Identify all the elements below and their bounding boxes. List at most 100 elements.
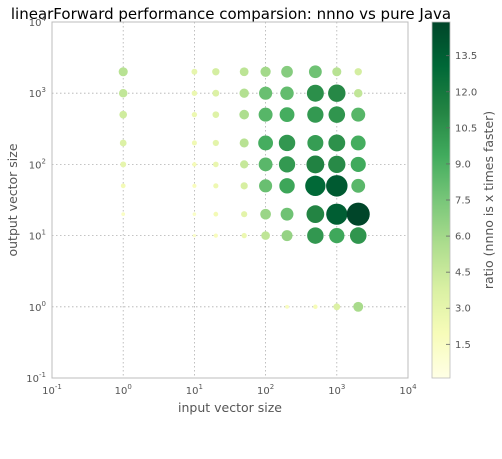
scatter-point (279, 178, 295, 194)
x-tick-label: 101 (186, 383, 203, 397)
scatter-point (192, 162, 197, 167)
scatter-point (350, 135, 366, 151)
scatter-point (306, 205, 325, 224)
scatter-point (192, 233, 197, 238)
scatter-point (240, 160, 249, 169)
colorbar-ticks: 1.5 3.0 4.5 6.0 7.5 9.0 10.5 12.0 13.5 (446, 51, 477, 351)
scatter-point (313, 304, 318, 310)
scatter-point (351, 178, 366, 193)
scatter-point (351, 107, 366, 122)
scatter-point (350, 156, 366, 172)
scatter-point (307, 134, 324, 151)
scatter-point (258, 107, 273, 122)
y-tick-label: 101 (29, 229, 46, 243)
y-tick-label: 10-1 (26, 371, 46, 385)
scatter-point (280, 86, 294, 100)
scatter-point (326, 203, 348, 225)
y-tick-label: 104 (29, 15, 47, 29)
scatter-point (260, 66, 271, 77)
scatter-point (213, 183, 219, 189)
scatter-point (118, 88, 128, 98)
scatter-point (191, 140, 197, 146)
colorbar-label: ratio (nnno is x times faster) (481, 111, 496, 289)
scatter-point (240, 182, 248, 190)
x-tick-label: 10-1 (42, 383, 62, 397)
colorbar-tick-label: 12.0 (455, 87, 477, 98)
scatter-point (259, 86, 273, 100)
y-tick-label: 103 (29, 86, 46, 100)
x-tick-label: 104 (399, 383, 417, 397)
colorbar-tick-label: 3.0 (455, 304, 471, 315)
scatter-point (281, 230, 293, 242)
scatter-point (212, 68, 220, 76)
scatter-point (326, 175, 348, 197)
scatter-point (119, 139, 127, 147)
scatter-point (212, 139, 219, 147)
scatter-point (306, 155, 325, 174)
colorbar-tick-label: 10.5 (455, 123, 477, 134)
x-tick-label: 100 (115, 383, 132, 397)
scatter-point (191, 111, 198, 118)
scatter-point (328, 106, 346, 123)
scatter-point (121, 212, 126, 217)
scatter-point (241, 211, 248, 218)
plot-frame (51, 21, 409, 379)
scatter-point (308, 65, 322, 79)
x-tick-label: 103 (328, 383, 345, 397)
scatter-point (346, 202, 370, 226)
scatter-point (120, 161, 127, 168)
scatter-point (118, 67, 128, 77)
scatter-point (328, 155, 346, 174)
colorbar: 1.5 3.0 4.5 6.0 7.5 9.0 10.5 12.0 13.5 ratio (nn… (431, 21, 496, 379)
scatter-point (278, 134, 296, 152)
scatter-point (278, 156, 296, 173)
scatter-point (328, 84, 346, 102)
points-layer (118, 65, 370, 312)
y-axis-label: output vector size (5, 143, 20, 256)
scatter-point (213, 161, 219, 168)
grid-layer (51, 21, 409, 379)
scatter-point (353, 88, 363, 98)
scatter-point (354, 68, 362, 76)
scatter-point (329, 227, 345, 244)
scatter-point (259, 179, 273, 193)
y-tick-labels: 10-1 100 101 102 103 104 (26, 15, 46, 385)
colorbar-tick-label: 1.5 (455, 340, 471, 351)
scatter-point (191, 68, 198, 75)
scatter-point (307, 106, 324, 123)
scatter-point (191, 90, 198, 96)
scatter-point (258, 135, 274, 151)
scatter-point (285, 304, 289, 309)
scatter-point (239, 67, 249, 77)
scatter-point (333, 303, 341, 311)
y-tick-label: 100 (29, 300, 46, 314)
scatter-point (239, 88, 249, 98)
colorbar-tick-label: 13.5 (455, 51, 477, 62)
scatter-point (260, 208, 271, 220)
scatter-point (328, 134, 346, 152)
scatter-point (239, 109, 249, 120)
scatter-point (261, 231, 270, 240)
scatter-point (306, 84, 324, 102)
colorbar-tick-label: 6.0 (455, 232, 471, 243)
scatter-point (349, 227, 367, 244)
x-axis-label: input vector size (178, 400, 282, 415)
scatter-point (281, 65, 293, 78)
scatter-point (213, 211, 219, 217)
scatter-point (212, 111, 220, 118)
colorbar-tick-label: 7.5 (455, 196, 471, 207)
y-tick-label: 102 (29, 157, 46, 171)
scatter-point (239, 138, 249, 148)
scatter-point (120, 183, 126, 189)
scatter-point (280, 207, 294, 221)
scatter-point (192, 183, 197, 188)
scatter-point (353, 301, 364, 312)
scatter-point (305, 175, 326, 196)
x-tick-label: 102 (257, 383, 274, 397)
scatter-point (332, 67, 342, 77)
scatter-point (119, 110, 128, 119)
colorbar-tick-label: 4.5 (455, 268, 471, 279)
scatter-point (279, 107, 295, 123)
